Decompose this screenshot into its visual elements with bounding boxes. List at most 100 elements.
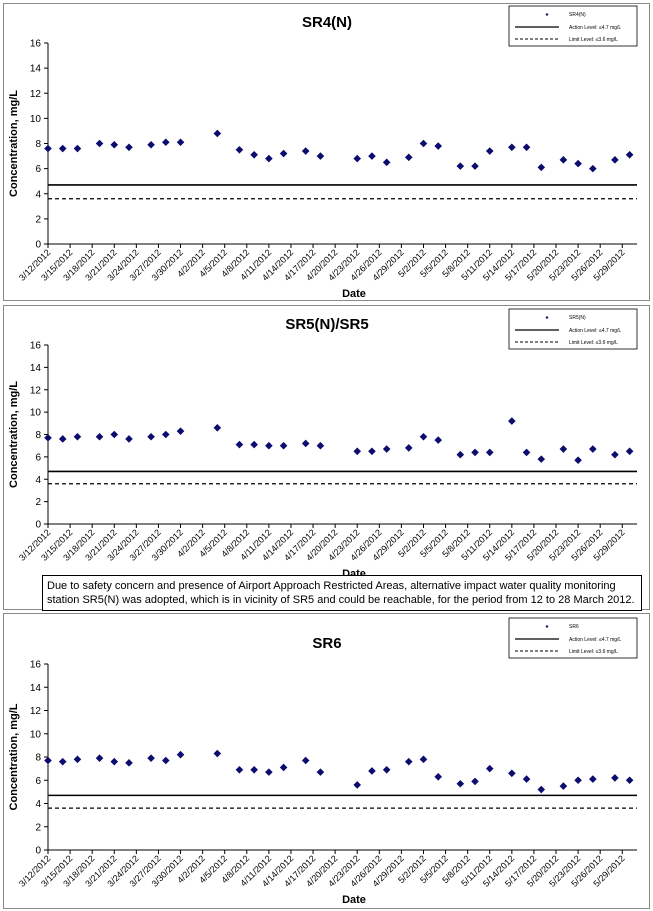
data-point	[279, 441, 288, 450]
y-tick-label: 6	[35, 776, 41, 787]
y-tick-label: 12	[30, 89, 42, 100]
data-point	[559, 156, 568, 164]
data-point	[125, 435, 133, 443]
y-tick-label: 6	[35, 164, 41, 175]
y-tick-label: 6	[35, 452, 41, 463]
data-point	[434, 772, 443, 781]
data-point	[110, 140, 119, 149]
data-point	[176, 427, 185, 435]
data-point	[301, 147, 310, 155]
data-point	[522, 143, 531, 152]
legend-limit-label: Limit Level: ≤3.6 mg/L	[569, 340, 618, 346]
y-tick-label: 0	[35, 846, 41, 857]
data-point	[522, 448, 531, 457]
y-tick-label: 12	[30, 385, 42, 396]
data-point	[574, 159, 582, 168]
data-point	[265, 441, 273, 450]
chart-panel-sr6: SR6 0 2 4 6 8 10 12 14 16 3/12/2012 3/15/2012 3/18/2…	[3, 613, 650, 909]
data-point	[265, 154, 273, 163]
y-tick-label: 14	[30, 683, 42, 694]
y-tick-label: 14	[30, 64, 42, 75]
data-point	[471, 448, 479, 457]
data-point	[368, 447, 376, 456]
legend-action-label: Action Level: ≤4.7 mg/L	[569, 328, 621, 334]
data-point	[485, 448, 494, 457]
data-point	[522, 775, 531, 783]
data-point	[95, 754, 104, 762]
data-point	[147, 754, 155, 762]
data-point	[611, 774, 619, 782]
data-point	[279, 763, 288, 772]
y-tick-label: 2	[35, 214, 41, 225]
data-point	[589, 164, 597, 173]
data-point	[353, 447, 362, 456]
data-point	[250, 765, 258, 774]
data-point	[213, 749, 222, 758]
y-tick-label: 0	[35, 240, 41, 251]
y-tick-label: 2	[35, 497, 41, 508]
data-point	[162, 138, 170, 147]
data-point	[625, 151, 634, 159]
data-point	[44, 756, 52, 765]
y-tick-label: 4	[35, 475, 41, 486]
y-tick-label: 16	[30, 341, 42, 352]
data-point	[419, 139, 428, 148]
data-point	[73, 755, 82, 764]
data-point	[485, 764, 494, 773]
data-point	[537, 163, 546, 172]
data-point	[147, 432, 155, 441]
data-point	[471, 162, 479, 170]
data-point	[611, 156, 619, 164]
data-point	[404, 153, 413, 162]
y-tick-label: 14	[30, 363, 42, 374]
legend-action-label: Action Level: ≤4.7 mg/L	[569, 25, 621, 31]
data-point	[250, 151, 258, 159]
data-point	[235, 765, 244, 774]
data-point	[279, 149, 288, 158]
data-point	[368, 767, 376, 775]
legend-series-label: SR5(N)	[569, 315, 586, 321]
legend-marker	[545, 625, 549, 628]
data-point	[611, 450, 619, 459]
data-point	[176, 750, 185, 759]
data-point	[110, 757, 119, 766]
data-point	[353, 781, 362, 789]
legend-limit-label: Limit Level: ≤3.6 mg/L	[569, 649, 618, 655]
data-point	[110, 430, 119, 439]
data-point	[162, 756, 170, 765]
data-point	[301, 756, 310, 765]
data-point	[176, 138, 185, 147]
chart-svg-sr5n-sr5: SR5(N)/SR502468101214163/12/20123/15/201…	[8, 308, 638, 580]
data-point	[213, 423, 222, 432]
legend-marker	[545, 316, 549, 319]
data-point	[419, 432, 428, 441]
data-point	[147, 140, 155, 149]
data-point	[73, 144, 82, 153]
data-point	[265, 768, 273, 776]
y-axis-label: Concentration, mg/L	[8, 381, 20, 488]
data-point	[574, 456, 582, 465]
data-point	[316, 768, 325, 776]
chart-title: SR4(N)	[302, 14, 352, 31]
data-point	[73, 432, 82, 441]
data-point	[95, 432, 104, 441]
chart-svg-sr6: SR602468101214163/12/20123/15/20123/18/2…	[8, 617, 638, 906]
data-point	[537, 455, 546, 463]
data-point	[434, 436, 443, 444]
legend-series-label: SR6	[569, 624, 579, 630]
data-point	[235, 440, 244, 449]
y-axis-label: Concentration, mg/L	[8, 703, 20, 810]
data-point	[162, 430, 170, 439]
data-point	[574, 776, 582, 785]
data-point	[485, 147, 494, 155]
data-point	[125, 759, 133, 767]
chart-svg-sr4n: SR4(N)02468101214163/12/20123/15/20123/1…	[8, 5, 638, 300]
y-tick-label: 8	[35, 753, 41, 764]
data-point	[508, 769, 516, 778]
y-tick-label: 16	[30, 39, 42, 50]
y-tick-label: 16	[30, 660, 42, 671]
data-point	[250, 440, 258, 449]
x-axis-label: Date	[342, 894, 366, 906]
data-point	[316, 152, 325, 160]
data-point	[625, 776, 634, 785]
